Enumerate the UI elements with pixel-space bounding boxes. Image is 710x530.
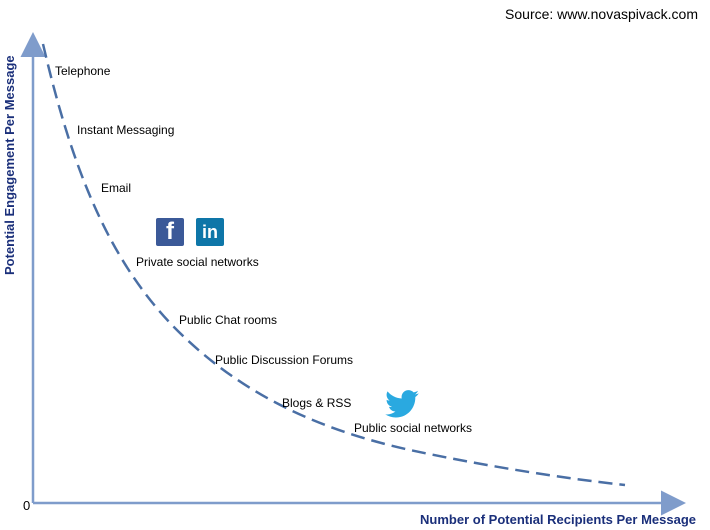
- label-discussion-forums: Public Discussion Forums: [215, 353, 354, 367]
- label-public-chat: Public Chat rooms: [179, 313, 278, 327]
- label-blogs-rss: Blogs & RSS: [282, 396, 352, 410]
- label-telephone: Telephone: [55, 64, 111, 78]
- y-axis-title: Potential Engagement Per Message: [2, 55, 17, 275]
- label-private-social: Private social networks: [136, 255, 259, 269]
- x-axis-title: Number of Potential Recipients Per Messa…: [420, 512, 696, 527]
- label-public-social: Public social networks: [354, 421, 473, 435]
- twitter-icon: [385, 390, 419, 418]
- linkedin-icon: in: [196, 218, 224, 246]
- label-email: Email: [101, 181, 132, 195]
- source-note: Source: www.novaspivack.com: [505, 6, 698, 22]
- origin-label: 0: [23, 498, 31, 513]
- facebook-icon: f: [156, 218, 184, 246]
- label-instant-messaging: Instant Messaging: [77, 123, 175, 137]
- engagement-curve: [41, 43, 626, 487]
